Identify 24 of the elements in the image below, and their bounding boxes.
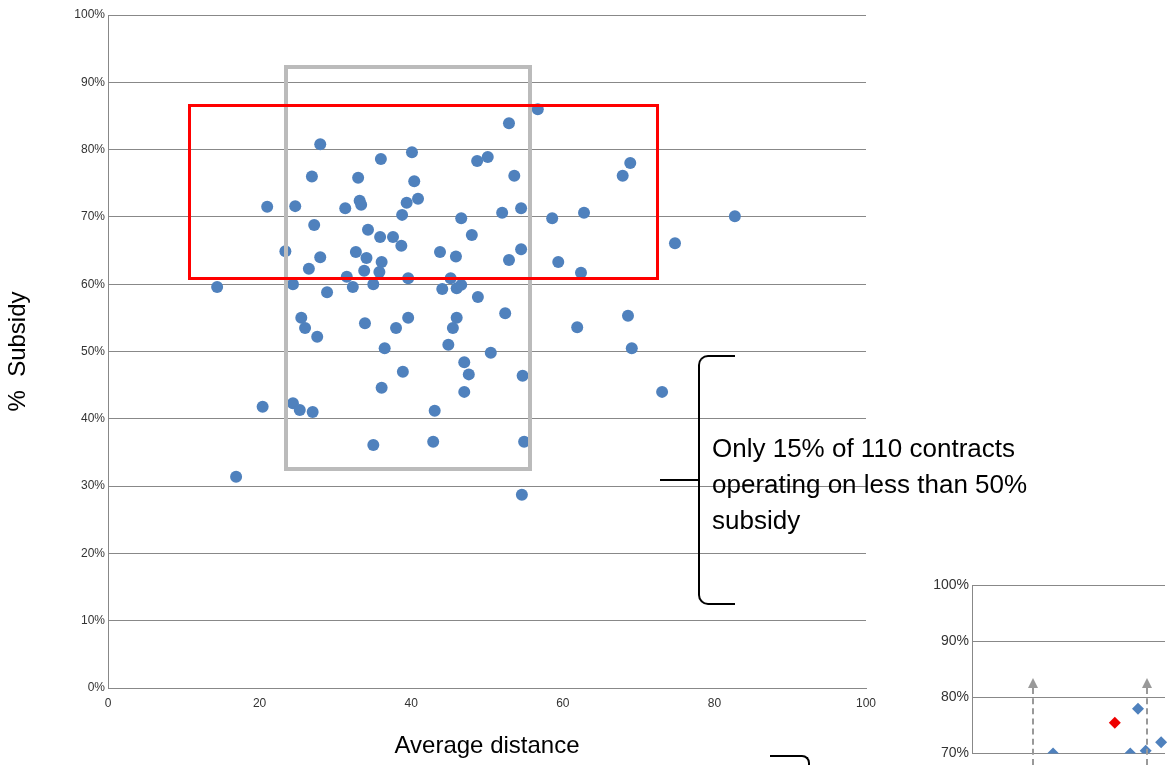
y-tick-label: 0%: [87, 680, 106, 695]
y-tick-label: 70%: [80, 209, 106, 224]
x-axis-title: Average distance: [394, 731, 580, 759]
y-tick-label: 80%: [80, 141, 106, 156]
y-tick-label: 90%: [940, 632, 969, 649]
x-tick-label: 100: [855, 695, 877, 710]
y-tick-label: 60%: [80, 276, 106, 291]
y-tick-label: 100%: [933, 575, 969, 592]
annotation: Only 15% of 110 contracts operating on less than 50% subsidy: [712, 432, 1029, 537]
x-tick-label: 60: [556, 695, 570, 710]
x-tick-label: 40: [404, 695, 419, 710]
y-tick-label: 80%: [940, 688, 969, 705]
x-tick-label: 80: [707, 695, 722, 710]
x-tick-label: 20: [252, 695, 267, 710]
x-tick-label: 0: [104, 695, 112, 710]
y-tick-label: 10%: [80, 613, 106, 628]
y-tick-label: 50%: [80, 343, 106, 358]
y-tick-label: 30%: [80, 478, 106, 493]
y-tick-label: 70%: [940, 744, 969, 761]
y-tick-label: 90%: [80, 74, 106, 89]
y-tick-label: 40%: [80, 411, 106, 426]
y-axis-title: % Subsidy: [3, 291, 31, 412]
y-tick-label: 20%: [80, 545, 106, 560]
y-tick-label: 100%: [74, 7, 106, 22]
